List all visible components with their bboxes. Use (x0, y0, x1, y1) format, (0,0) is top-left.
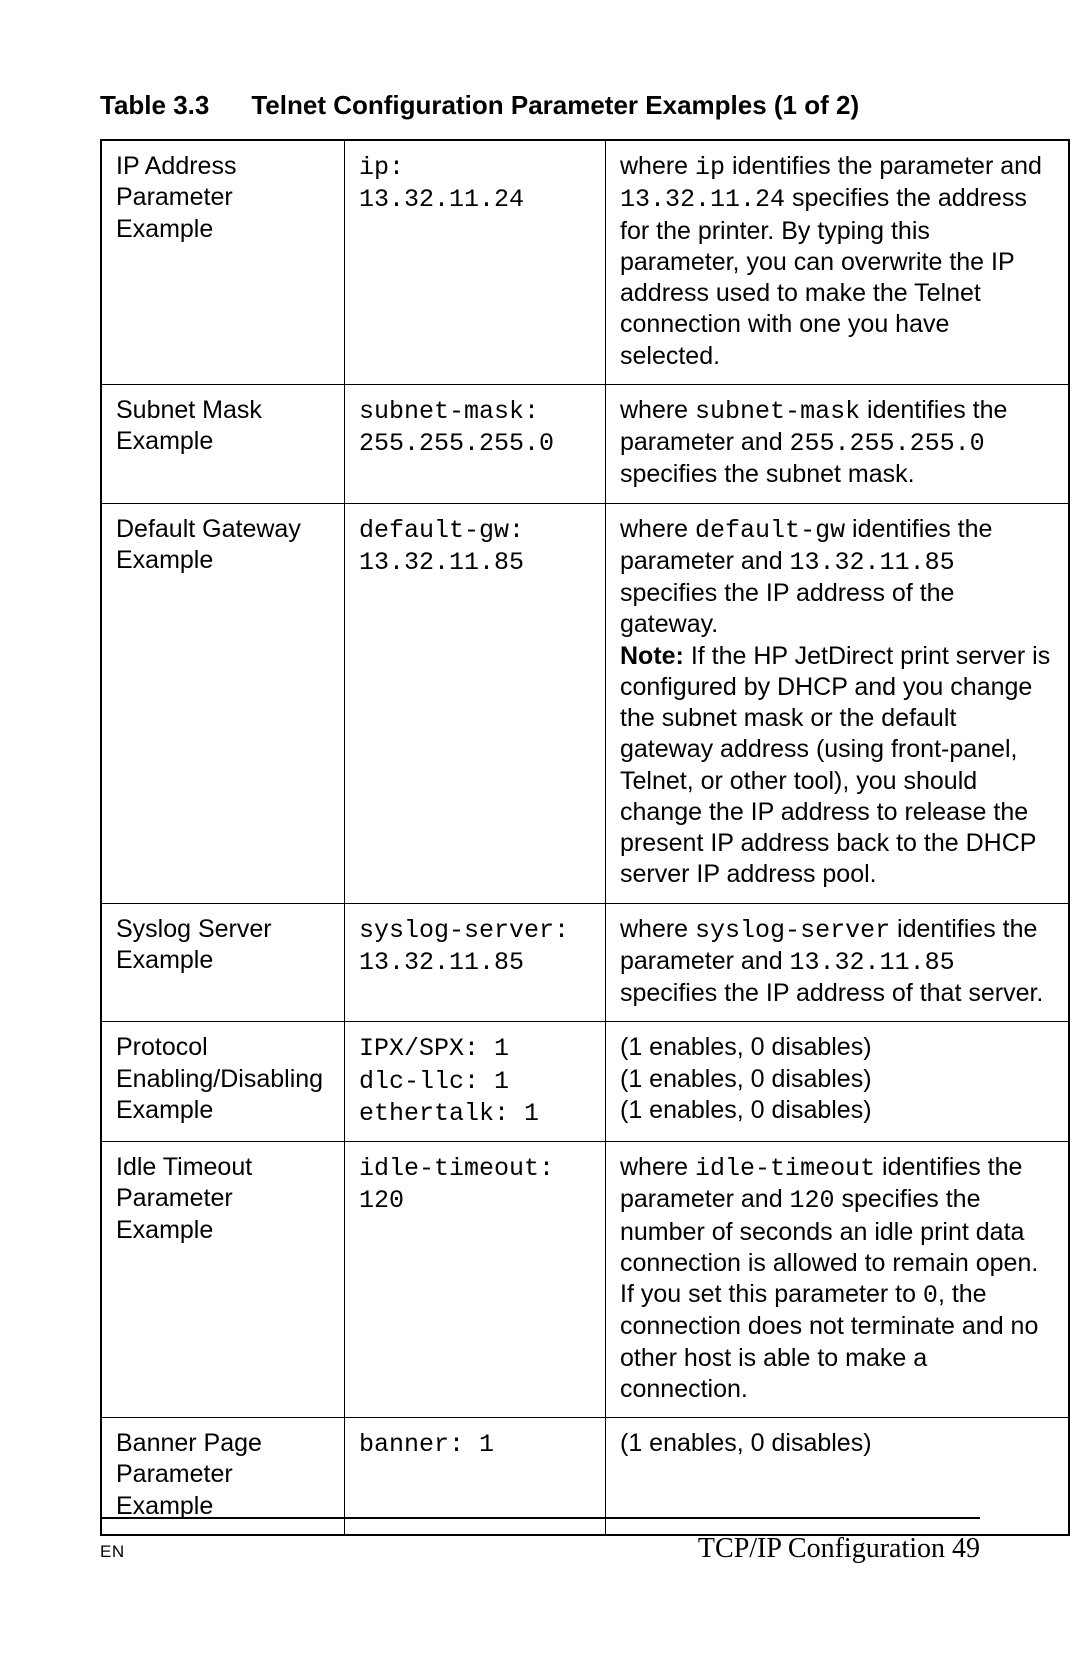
command-text: IPX/SPX: 1 (359, 1034, 509, 1063)
inline-code: 13.32.11.85 (790, 548, 955, 577)
param-description-cell: where subnet-mask identifies the paramet… (606, 384, 1070, 503)
param-command-cell: subnet-mask: 255.255.255.0 (345, 384, 606, 503)
param-description-cell: where syslog-server identifies the param… (606, 903, 1070, 1022)
command-text: subnet-mask: (359, 397, 539, 426)
table-row: Idle Timeout Parameter Exampleidle-timeo… (101, 1142, 1069, 1418)
param-name-cell: Protocol Enabling/Disabling Example (101, 1022, 345, 1142)
inline-code: idle-timeout (695, 1154, 875, 1183)
inline-code: default-gw (695, 516, 845, 545)
param-description-cell: (1 enables, 0 disables) (1 enables, 0 dis… (606, 1022, 1070, 1142)
description-text: where (620, 915, 695, 943)
command-text: default-gw: (359, 516, 524, 545)
page-footer: EN TCP/IP Configuration 49 (100, 1533, 980, 1565)
description-text: (1 enables, 0 disables) (620, 1065, 872, 1093)
command-text: ethertalk: 1 (359, 1099, 539, 1128)
command-text: banner: 1 (359, 1430, 494, 1459)
param-description-cell: where ip identifies the parameter and 13… (606, 140, 1070, 384)
inline-bold: Note: (620, 642, 684, 670)
param-name-cell: Idle Timeout Parameter Example (101, 1142, 345, 1418)
inline-code: syslog-server (695, 916, 890, 945)
description-text: specifies the IP address of the gateway. (620, 579, 954, 638)
inline-code: 255.255.255.0 (790, 429, 985, 458)
command-text: syslog-server: (359, 916, 569, 945)
inline-code: 13.32.11.85 (790, 948, 955, 977)
config-table: IP Address Parameter Example ip: 13.32.11.… (100, 139, 1070, 1536)
param-description-cell: where default-gw identifies the paramete… (606, 503, 1070, 903)
description-text: where (620, 515, 695, 543)
command-text: 120 (359, 1186, 404, 1215)
param-name-cell: Default Gateway Example (101, 503, 345, 903)
description-text: (1 enables, 0 disables) (620, 1033, 872, 1061)
description-text: If the HP JetDirect print server is conf… (620, 642, 1050, 889)
command-text: 255.255.255.0 (359, 429, 554, 458)
param-description-cell: where idle-timeout identifies the parame… (606, 1142, 1070, 1418)
table-row: Subnet Mask Example subnet-mask: 255.255.2… (101, 384, 1069, 503)
command-text: dlc-llc: 1 (359, 1067, 509, 1096)
inline-code: 0 (923, 1281, 938, 1310)
param-command-cell: idle-timeout: 120 (345, 1142, 606, 1418)
table-caption-title: Telnet Configuration Parameter Examples … (251, 90, 859, 120)
inline-code: ip (695, 153, 725, 182)
footer-rule (100, 1517, 980, 1519)
description-text: (1 enables, 0 disables) (620, 1429, 872, 1457)
command-text: 13.32.11.85 (359, 548, 524, 577)
param-name-cell: IP Address Parameter Example (101, 140, 345, 384)
footer-title: TCP/IP Configuration 49 (698, 1533, 980, 1565)
command-text: 13.32.11.85 (359, 948, 524, 977)
param-command-cell: default-gw: 13.32.11.85 (345, 503, 606, 903)
description-text: specifies the IP address of that server. (620, 979, 1043, 1007)
description-text: where (620, 396, 695, 424)
description-text: where (620, 1153, 695, 1181)
description-text: specifies the subnet mask. (620, 460, 915, 488)
param-command-cell: IPX/SPX: 1 dlc-llc: 1 ethertalk: 1 (345, 1022, 606, 1142)
description-text: identifies the parameter and (725, 152, 1042, 180)
command-text: idle-timeout: (359, 1154, 554, 1183)
description-text: where (620, 152, 695, 180)
footer-lang: EN (100, 1542, 125, 1562)
inline-code: 13.32.11.24 (620, 185, 785, 214)
description-text: (1 enables, 0 disables) (620, 1096, 872, 1124)
table-row: Default Gateway Example default-gw: 13.32.… (101, 503, 1069, 903)
command-text: ip: (359, 153, 404, 182)
param-command-cell: ip: 13.32.11.24 (345, 140, 606, 384)
table-row: Syslog Server Example syslog-server: 13.32… (101, 903, 1069, 1022)
table-row: IP Address Parameter Example ip: 13.32.11.… (101, 140, 1069, 384)
inline-code: 120 (790, 1186, 835, 1215)
param-command-cell: syslog-server: 13.32.11.85 (345, 903, 606, 1022)
table-row: Protocol Enabling/Disabling ExampleIPX/S… (101, 1022, 1069, 1142)
param-name-cell: Subnet Mask Example (101, 384, 345, 503)
table-caption-number: Table 3.3 (100, 90, 209, 121)
inline-code: subnet-mask (695, 397, 860, 426)
table-caption: Table 3.3 Telnet Configuration Parameter … (100, 90, 980, 121)
page: Table 3.3 Telnet Configuration Parameter … (0, 0, 1080, 1669)
command-text: 13.32.11.24 (359, 185, 524, 214)
param-name-cell: Syslog Server Example (101, 903, 345, 1022)
